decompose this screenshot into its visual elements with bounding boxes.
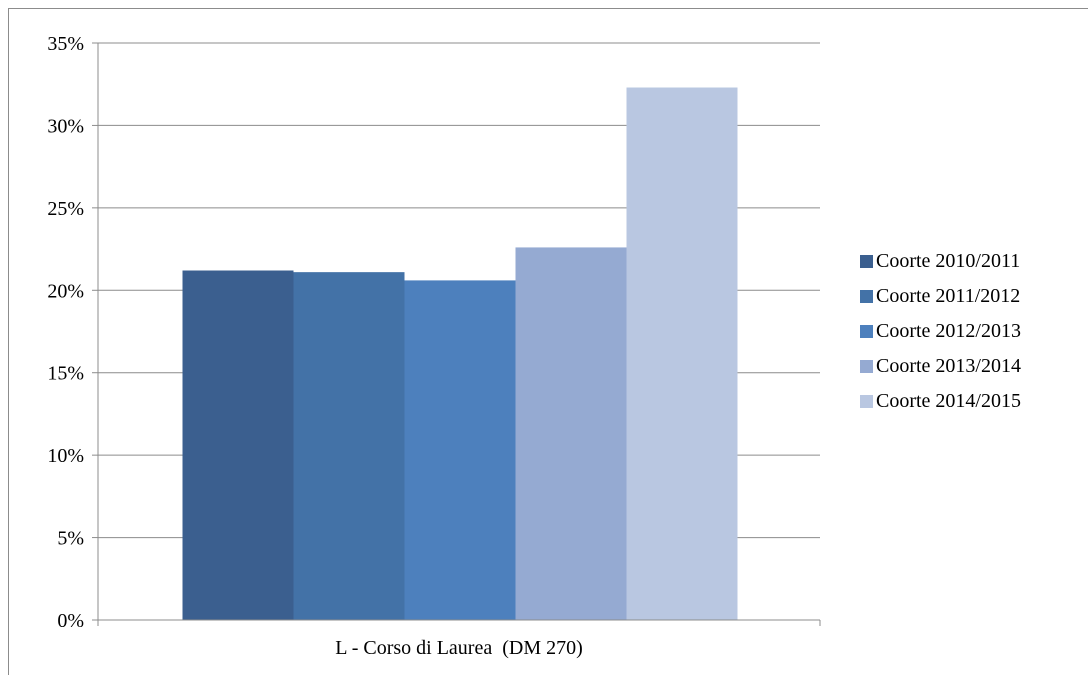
legend-label: Coorte 2010/2011 [876, 250, 1021, 272]
legend-label: Coorte 2012/2013 [876, 320, 1021, 342]
y-tick-label: 0% [57, 610, 84, 632]
y-tick-label: 30% [47, 115, 84, 137]
bar [626, 87, 738, 621]
legend-label: Coorte 2014/2015 [876, 390, 1021, 412]
bar [182, 270, 294, 620]
y-tick-label: 35% [47, 33, 84, 55]
axes [92, 42, 821, 626]
y-tick-label: 25% [47, 198, 84, 220]
legend-swatch [860, 255, 873, 268]
legend-swatch [860, 395, 873, 408]
bar [404, 280, 516, 620]
legend-item: Coorte 2010/2011 [860, 244, 1021, 279]
legend-swatch [860, 360, 873, 373]
x-tick-labels: L - Corso di Laurea (DM 270) [335, 637, 583, 659]
legend-swatch [860, 325, 873, 338]
legend-label: Coorte 2011/2012 [876, 285, 1021, 307]
legend-item: Coorte 2013/2014 [860, 349, 1021, 384]
legend-item: Coorte 2014/2015 [860, 384, 1021, 419]
legend: Coorte 2010/2011 Coorte 2011/2012 Coorte 2… [860, 244, 1021, 419]
legend-item: Coorte 2011/2012 [860, 279, 1021, 314]
bar [515, 247, 627, 620]
bar [293, 272, 405, 620]
y-tick-label: 20% [47, 280, 84, 302]
y-tick-label: 15% [47, 363, 84, 385]
chart-frame [8, 8, 1088, 675]
legend-label: Coorte 2013/2014 [876, 355, 1021, 377]
y-tick-label: 5% [57, 528, 84, 550]
legend-swatch [860, 290, 873, 303]
y-tick-labels: 0% 5% 10% 15% 20% 25% 30% 35% [47, 33, 84, 632]
legend-item: Coorte 2012/2013 [860, 314, 1021, 349]
y-tick-label: 10% [47, 445, 84, 467]
bars [182, 87, 738, 621]
x-tick-label: L - Corso di Laurea (DM 270) [335, 637, 583, 659]
